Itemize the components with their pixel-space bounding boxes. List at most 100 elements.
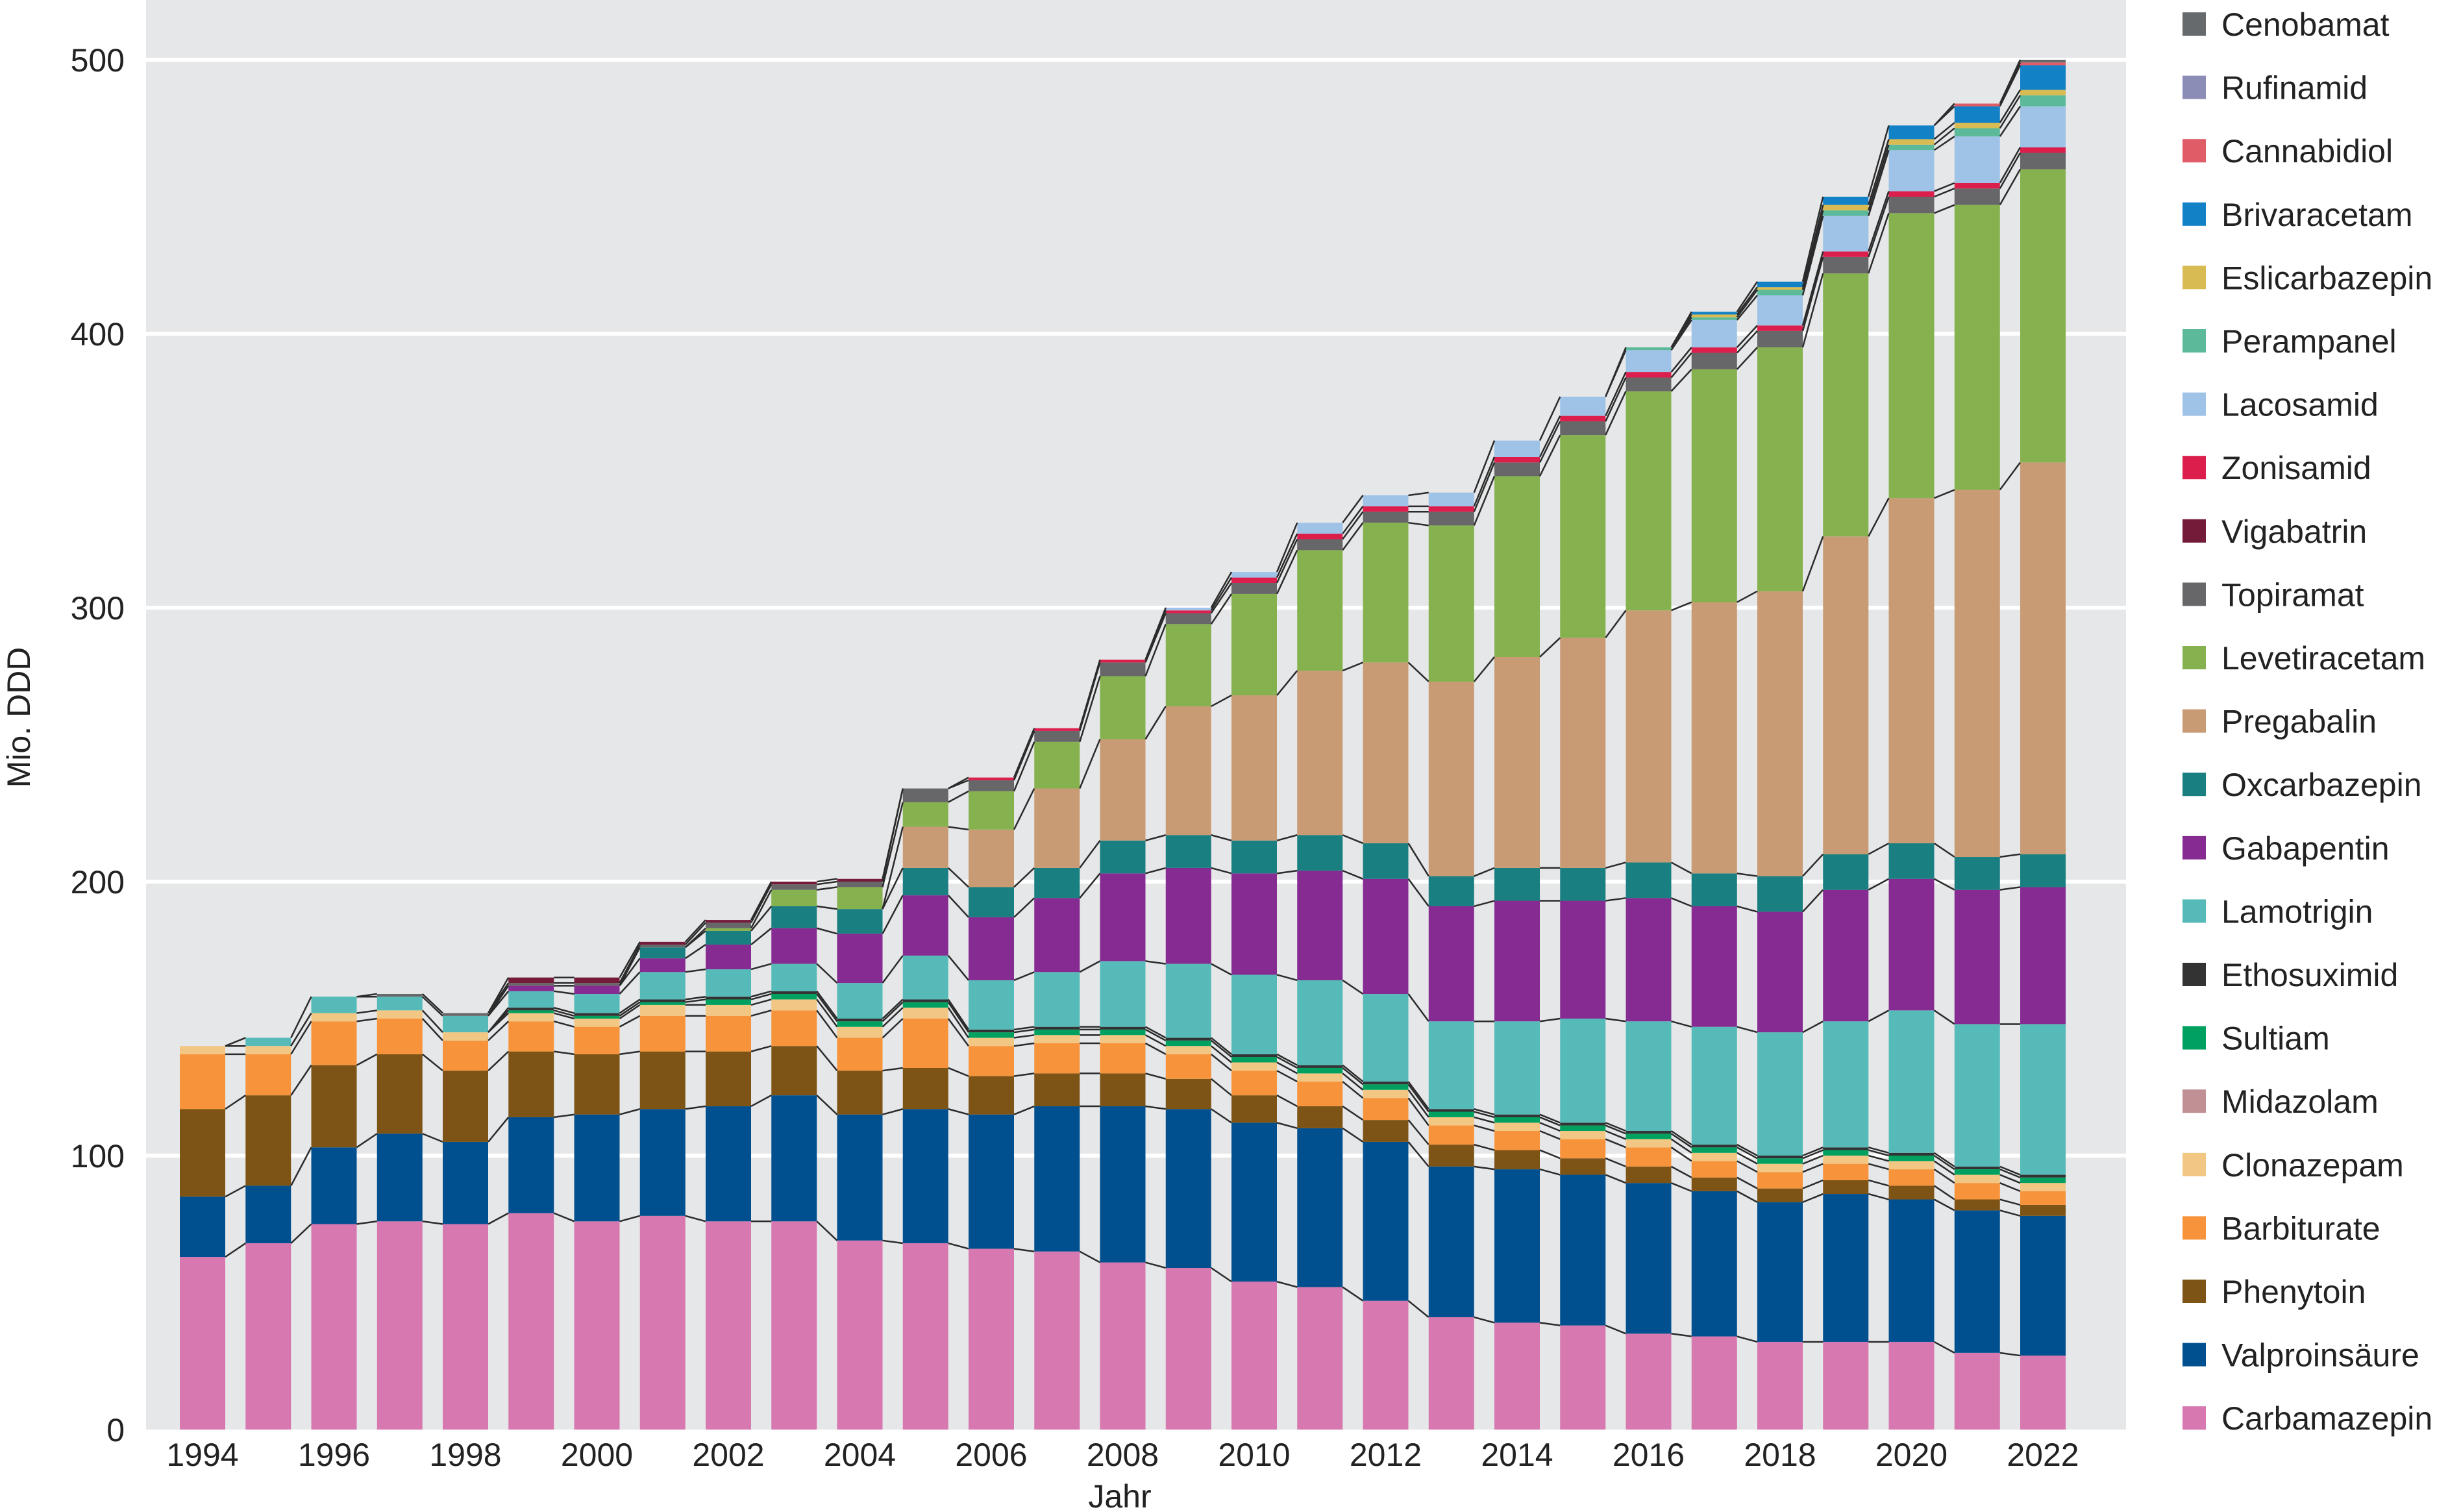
bar-segment <box>1888 1161 1935 1170</box>
series-perampanel <box>1626 95 2066 351</box>
bar-segment <box>508 1021 554 1052</box>
bar-segment <box>1560 1125 1606 1132</box>
bar-segment <box>311 1021 357 1065</box>
bar-segment <box>706 969 751 997</box>
connector-line <box>750 881 773 921</box>
legend-swatch <box>2183 709 2206 733</box>
connector-line <box>619 971 641 995</box>
legend-label: Pregabalin <box>2221 704 2377 740</box>
bar-segment <box>1823 889 1869 1022</box>
bar-segment <box>1100 1073 1146 1107</box>
bar-segment <box>902 1067 948 1109</box>
bar-segment <box>771 928 817 964</box>
connector-line <box>1605 1324 1626 1335</box>
bar-segment <box>837 1021 883 1027</box>
bar-segment <box>1888 191 1935 197</box>
connector-line <box>882 998 904 1019</box>
connector-line <box>1868 212 1890 274</box>
connector-line <box>817 905 837 910</box>
bar-segment <box>771 1221 817 1430</box>
connector-line <box>356 1133 378 1148</box>
bar-segment <box>771 1095 817 1222</box>
connector-line <box>1407 993 1429 1022</box>
legend-swatch <box>2183 899 2206 923</box>
connector-line <box>1473 440 1496 493</box>
connector-line <box>1210 1039 1232 1058</box>
connector-line <box>1342 1286 1364 1302</box>
connector-line <box>1079 873 1101 899</box>
connector-line <box>882 1108 904 1115</box>
connector-line <box>619 1004 641 1020</box>
bar-segment <box>1428 1021 1474 1109</box>
legend-label: Eslicarbazepin <box>2221 260 2432 296</box>
connector-line <box>948 1242 969 1250</box>
connector-line <box>1999 1209 2021 1217</box>
connector-line <box>1605 377 1627 422</box>
legend-swatch <box>2183 139 2206 163</box>
connector-line <box>1737 1146 1758 1159</box>
bar-segment <box>771 889 817 906</box>
bar-segment <box>1954 188 2000 205</box>
bar-segment <box>508 1117 554 1213</box>
bar-segment <box>639 947 686 959</box>
connector-line <box>553 1006 575 1014</box>
connector-line <box>1801 273 1824 348</box>
bar-segment <box>1757 325 1803 331</box>
connector-line <box>1802 1021 1824 1034</box>
bar-segment <box>1954 857 2000 890</box>
connector-line <box>1999 64 2022 107</box>
bar-segment <box>1954 490 2000 858</box>
connector-line <box>225 1037 246 1047</box>
connector-line <box>1539 1130 1561 1140</box>
bar-segment <box>1888 144 1935 151</box>
bar-segment <box>1165 1054 1211 1079</box>
series-eslicarbazepin <box>1691 90 2066 317</box>
legend-label: Cenobamat <box>2221 6 2390 43</box>
series-levetiracetam <box>706 169 2066 931</box>
bar-segment <box>245 1095 291 1186</box>
bar-segment <box>1757 1172 1803 1189</box>
bar-segment <box>1888 1169 1935 1186</box>
bar-segment <box>1100 662 1146 676</box>
bar-segment <box>837 909 883 934</box>
connector-line <box>1605 371 1627 417</box>
legend-label: Cannabidiol <box>2221 133 2393 169</box>
bar-segment <box>1297 1067 1343 1074</box>
bar-segment <box>1954 128 2000 137</box>
connector-line <box>1933 878 1955 891</box>
bar-segment <box>1494 456 1540 463</box>
connector-line <box>1079 1250 1101 1263</box>
legend-item: Topiramat <box>2183 576 2364 613</box>
bar-segment <box>902 788 948 802</box>
legend-label: Gabapentin <box>2221 830 2390 867</box>
connector-line <box>1934 489 1955 499</box>
bar-segment <box>837 1071 883 1115</box>
bar-segment <box>311 1224 357 1430</box>
bar-segment <box>2020 1356 2066 1430</box>
bar-segment <box>1888 139 1935 145</box>
bar-segment <box>969 917 1014 980</box>
connector-line <box>1934 188 1955 198</box>
bar-segment <box>1363 1084 1409 1090</box>
x-tick-label: 2000 <box>561 1437 633 1473</box>
connector-line <box>619 944 641 984</box>
bar-segment <box>2020 1174 2066 1178</box>
connector-line <box>1474 900 1495 908</box>
bar-segment <box>706 1051 751 1107</box>
bar-segment <box>1626 372 1672 378</box>
bar-segment <box>1626 1333 1672 1430</box>
connector-line <box>1407 662 1429 682</box>
connector-line <box>882 788 904 880</box>
bar-segment <box>902 1109 948 1244</box>
bar-segment <box>1626 1131 1672 1134</box>
bar-segment <box>1428 876 1474 906</box>
connector-line <box>1605 1138 1626 1148</box>
legend-item: Zonisamid <box>2183 450 2371 486</box>
legend-swatch <box>2183 266 2206 290</box>
connector-line <box>290 996 312 1039</box>
bar-segment <box>706 930 751 945</box>
bar-segment <box>1231 840 1277 874</box>
bar-segment <box>1823 204 1869 211</box>
connector-line <box>948 826 969 831</box>
bar-segment <box>1888 843 1935 879</box>
